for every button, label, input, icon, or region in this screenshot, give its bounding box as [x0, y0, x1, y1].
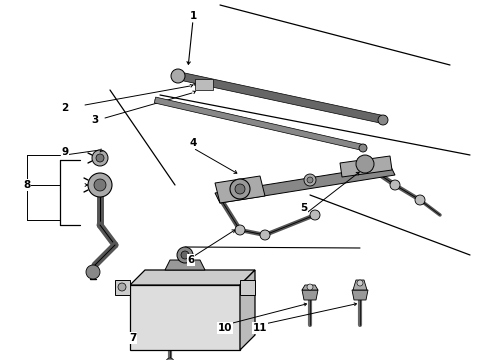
Circle shape — [235, 184, 245, 194]
Polygon shape — [215, 176, 265, 203]
Polygon shape — [302, 285, 318, 290]
Circle shape — [86, 265, 100, 279]
Circle shape — [96, 154, 104, 162]
Polygon shape — [352, 290, 368, 300]
Circle shape — [88, 173, 112, 197]
Bar — [195, 79, 213, 90]
Text: 10: 10 — [218, 323, 232, 333]
Circle shape — [307, 177, 313, 183]
Text: 6: 6 — [187, 255, 195, 265]
Polygon shape — [115, 280, 130, 295]
Polygon shape — [130, 285, 240, 350]
Polygon shape — [302, 290, 318, 300]
Circle shape — [356, 155, 374, 173]
Polygon shape — [165, 260, 205, 270]
Polygon shape — [340, 156, 392, 177]
Text: 7: 7 — [129, 333, 137, 343]
Text: 5: 5 — [300, 203, 308, 213]
Polygon shape — [240, 270, 255, 350]
Polygon shape — [353, 280, 367, 290]
Circle shape — [177, 247, 193, 263]
Circle shape — [118, 283, 126, 291]
Circle shape — [359, 144, 367, 152]
Circle shape — [260, 230, 270, 240]
Polygon shape — [154, 97, 366, 151]
Text: 1: 1 — [189, 11, 196, 21]
Circle shape — [378, 115, 388, 125]
Circle shape — [92, 150, 108, 166]
Circle shape — [310, 210, 320, 220]
Circle shape — [230, 179, 250, 199]
Polygon shape — [240, 280, 255, 295]
Text: 9: 9 — [61, 147, 69, 157]
Text: 8: 8 — [24, 180, 30, 190]
Circle shape — [415, 195, 425, 205]
Text: 3: 3 — [91, 115, 98, 125]
Circle shape — [171, 69, 185, 83]
Circle shape — [235, 225, 245, 235]
Circle shape — [181, 251, 189, 259]
Circle shape — [307, 284, 313, 290]
Polygon shape — [174, 71, 386, 124]
Circle shape — [304, 174, 316, 186]
Polygon shape — [215, 165, 395, 203]
Polygon shape — [130, 270, 255, 285]
Text: 2: 2 — [61, 103, 69, 113]
Text: 4: 4 — [189, 138, 196, 148]
Circle shape — [390, 180, 400, 190]
Circle shape — [94, 179, 106, 191]
Circle shape — [166, 358, 174, 360]
Text: 11: 11 — [253, 323, 267, 333]
Circle shape — [357, 280, 363, 286]
